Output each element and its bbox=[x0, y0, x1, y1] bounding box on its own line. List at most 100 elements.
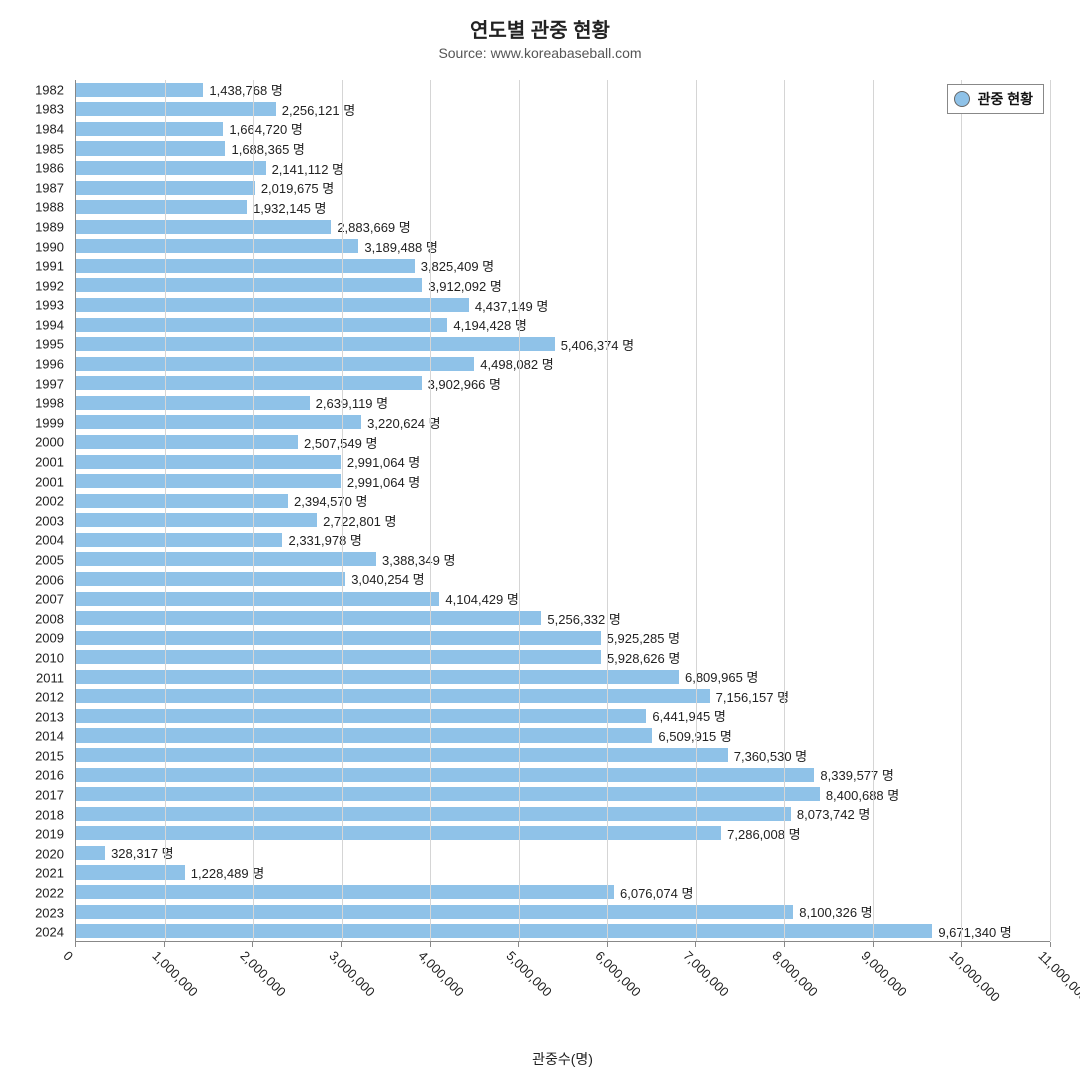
bar-row: 5,256,332 명 bbox=[76, 611, 1050, 625]
bar-row: 2,722,801 명 bbox=[76, 513, 1050, 527]
bar bbox=[76, 885, 614, 899]
bar bbox=[76, 141, 225, 155]
bar bbox=[76, 533, 282, 547]
y-tick-label: 2001 bbox=[35, 474, 64, 489]
x-tick-label: 2,000,000 bbox=[238, 948, 290, 1000]
bar-row: 4,194,428 명 bbox=[76, 318, 1050, 332]
y-tick-label: 2009 bbox=[35, 631, 64, 646]
y-tick-label: 1985 bbox=[35, 141, 64, 156]
bar-row: 7,156,157 명 bbox=[76, 689, 1050, 703]
x-axis-ticks: 관중수(명) 01,000,0002,000,0003,000,0004,000… bbox=[75, 942, 1050, 1077]
bar-value-label: 2,991,064 명 bbox=[347, 452, 420, 471]
bar-value-label: 3,825,409 명 bbox=[421, 256, 494, 275]
legend-swatch bbox=[954, 91, 970, 107]
x-tick-label: 9,000,000 bbox=[858, 948, 910, 1000]
bar-value-label: 1,438,768 명 bbox=[209, 80, 282, 99]
bar-value-label: 5,256,332 명 bbox=[547, 609, 620, 628]
bar-row: 3,912,092 명 bbox=[76, 278, 1050, 292]
bar bbox=[76, 455, 341, 469]
y-tick-label: 2015 bbox=[35, 748, 64, 763]
gridline bbox=[961, 80, 962, 941]
x-tick-label: 8,000,000 bbox=[769, 948, 821, 1000]
x-tick-mark bbox=[430, 942, 431, 947]
bar-row: 7,360,530 명 bbox=[76, 748, 1050, 762]
y-tick-label: 2003 bbox=[35, 513, 64, 528]
bar-value-label: 2,331,978 명 bbox=[288, 530, 361, 549]
bar-value-label: 5,928,626 명 bbox=[607, 648, 680, 667]
x-tick-label: 5,000,000 bbox=[504, 948, 556, 1000]
x-tick-label: 3,000,000 bbox=[326, 948, 378, 1000]
y-tick-label: 2019 bbox=[35, 827, 64, 842]
bar bbox=[76, 122, 223, 136]
bar-row: 8,073,742 명 bbox=[76, 807, 1050, 821]
bar-value-label: 7,156,157 명 bbox=[716, 687, 789, 706]
y-tick-label: 2011 bbox=[36, 670, 64, 685]
bar-row: 328,317 명 bbox=[76, 846, 1050, 860]
x-tick-mark bbox=[518, 942, 519, 947]
bar bbox=[76, 83, 203, 97]
bar bbox=[76, 807, 791, 821]
bar bbox=[76, 396, 310, 410]
y-tick-label: 2014 bbox=[35, 729, 64, 744]
y-tick-label: 2013 bbox=[35, 709, 64, 724]
bar-row: 6,441,945 명 bbox=[76, 709, 1050, 723]
y-tick-label: 2000 bbox=[35, 435, 64, 450]
x-tick-label: 4,000,000 bbox=[415, 948, 467, 1000]
bar bbox=[76, 494, 288, 508]
bar-row: 3,040,254 명 bbox=[76, 572, 1050, 586]
bar bbox=[76, 298, 469, 312]
y-tick-label: 1993 bbox=[35, 298, 64, 313]
bar bbox=[76, 239, 358, 253]
x-tick-label: 6,000,000 bbox=[592, 948, 644, 1000]
bar bbox=[76, 259, 415, 273]
y-tick-label: 1988 bbox=[35, 200, 64, 215]
y-tick-label: 2012 bbox=[35, 690, 64, 705]
y-tick-label: 2020 bbox=[35, 846, 64, 861]
bar-value-label: 2,019,675 명 bbox=[261, 178, 334, 197]
x-tick-label: 1,000,000 bbox=[149, 948, 201, 1000]
bar-row: 2,639,119 명 bbox=[76, 396, 1050, 410]
y-tick-label: 1990 bbox=[35, 239, 64, 254]
legend: 관중 현황 bbox=[947, 84, 1044, 114]
bar bbox=[76, 670, 679, 684]
bar-row: 1,664,720 명 bbox=[76, 122, 1050, 136]
bar-value-label: 8,100,326 명 bbox=[799, 902, 872, 921]
x-tick-mark bbox=[784, 942, 785, 947]
bar-value-label: 1,688,365 명 bbox=[231, 139, 304, 158]
x-tick-mark bbox=[75, 942, 76, 947]
bar-value-label: 8,400,688 명 bbox=[826, 785, 899, 804]
bar-value-label: 2,639,119 명 bbox=[316, 393, 388, 412]
bar-value-label: 2,394,570 명 bbox=[294, 491, 367, 510]
x-tick-mark bbox=[607, 942, 608, 947]
bar-value-label: 4,194,428 명 bbox=[453, 315, 526, 334]
gridline bbox=[519, 80, 520, 941]
bar bbox=[76, 161, 266, 175]
bar-value-label: 3,902,966 명 bbox=[428, 374, 501, 393]
x-axis-label: 관중수(명) bbox=[75, 1049, 1050, 1069]
y-tick-label: 2002 bbox=[35, 494, 64, 509]
y-tick-label: 2001 bbox=[35, 455, 64, 470]
bar bbox=[76, 865, 185, 879]
x-tick-label: 11,000,000 bbox=[1035, 948, 1080, 1004]
y-tick-label: 1999 bbox=[35, 415, 64, 430]
legend-label: 관중 현황 bbox=[978, 89, 1033, 109]
bar-value-label: 9,671,340 명 bbox=[938, 922, 1011, 941]
bar-row: 1,688,365 명 bbox=[76, 141, 1050, 155]
y-tick-label: 2016 bbox=[35, 768, 64, 783]
bar-value-label: 7,360,530 명 bbox=[734, 746, 807, 765]
gridline bbox=[342, 80, 343, 941]
bar-row: 2,394,570 명 bbox=[76, 494, 1050, 508]
bar-row: 2,991,064 명 bbox=[76, 455, 1050, 469]
bar-row: 6,809,965 명 bbox=[76, 670, 1050, 684]
bar-row: 5,406,374 명 bbox=[76, 337, 1050, 351]
bar-row: 3,388,349 명 bbox=[76, 552, 1050, 566]
bar bbox=[76, 689, 710, 703]
bar-row: 2,507,549 명 bbox=[76, 435, 1050, 449]
bar-value-label: 4,437,149 명 bbox=[475, 296, 548, 315]
y-tick-label: 2021 bbox=[35, 866, 64, 881]
bar-row: 3,825,409 명 bbox=[76, 259, 1050, 273]
bar-value-label: 3,189,488 명 bbox=[364, 237, 437, 256]
plot-area: 1,438,768 명2,256,121 명1,664,720 명1,688,3… bbox=[75, 80, 1050, 942]
bar-row: 6,076,074 명 bbox=[76, 885, 1050, 899]
bar-row: 1,438,768 명 bbox=[76, 83, 1050, 97]
